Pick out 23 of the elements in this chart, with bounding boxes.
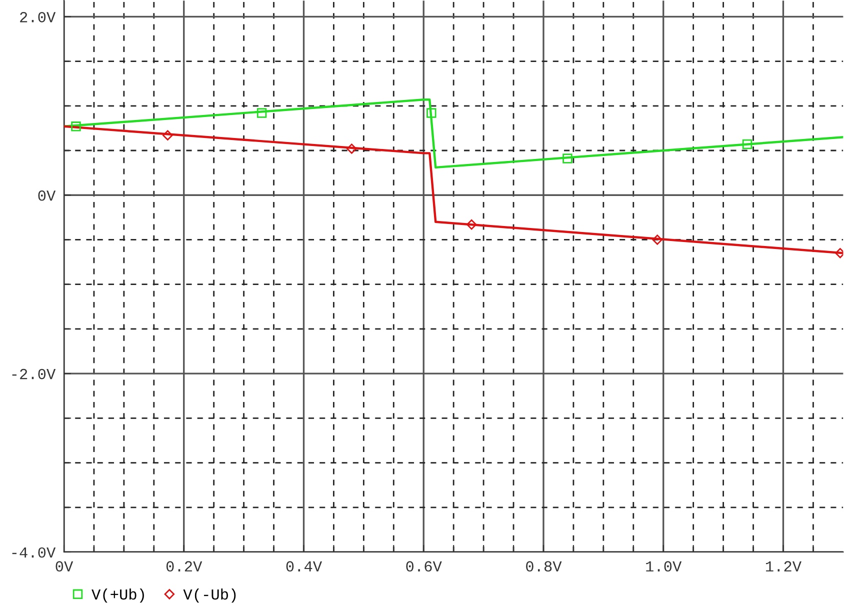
point <box>652 234 662 245</box>
y-tick-label: 0V <box>38 190 56 201</box>
point <box>346 144 357 154</box>
y-tick-label: -4.0V <box>12 547 56 558</box>
x-tick-label: 0V <box>56 561 74 572</box>
point <box>256 108 267 118</box>
legend-label: V(-Ub) <box>183 588 236 603</box>
x-tick-label: 0.2V <box>166 561 202 572</box>
x-tick-label: 0.4V <box>286 561 322 572</box>
line-series <box>64 98 844 169</box>
point <box>562 154 572 164</box>
point <box>71 122 81 132</box>
y-tick-label: 2.0V <box>20 12 56 22</box>
y-tick-label: -2.0V <box>12 368 56 380</box>
x-tick-label: 1.2V <box>766 561 802 572</box>
point <box>742 139 752 150</box>
legend-label: V(+Ub) <box>92 588 144 603</box>
point <box>162 130 173 140</box>
x-tick-label: 0.6V <box>406 561 442 572</box>
point <box>426 108 436 118</box>
x-tick-label: 1.0V <box>646 561 682 572</box>
point <box>466 219 477 230</box>
x-tick-label: 0.8V <box>526 561 562 572</box>
